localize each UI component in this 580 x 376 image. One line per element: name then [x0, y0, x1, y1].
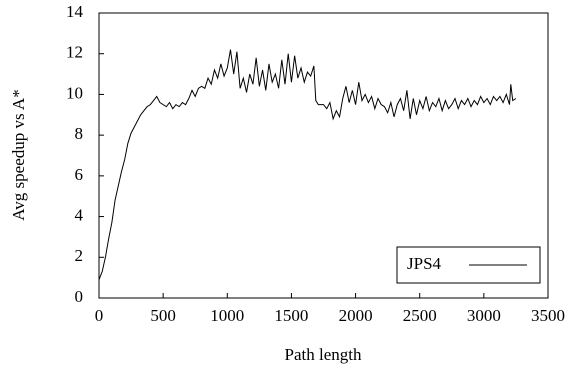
y-tick-label: 0 — [75, 287, 84, 306]
x-tick-label: 3500 — [531, 306, 565, 325]
y-tick-label: 10 — [66, 83, 83, 102]
x-tick-label: 500 — [150, 306, 176, 325]
y-tick-label: 12 — [66, 43, 83, 62]
data-line — [98, 49, 517, 280]
x-tick-label: 1000 — [210, 306, 244, 325]
x-tick-label: 3000 — [467, 306, 501, 325]
x-tick-label: 2000 — [339, 306, 373, 325]
x-tick-label: 2500 — [403, 306, 437, 325]
y-tick-label: 6 — [75, 165, 84, 184]
legend-label: JPS4 — [407, 254, 442, 273]
plot-frame — [98, 12, 549, 299]
x-axis-label: Path length — [285, 345, 362, 364]
x-tick-label: 0 — [95, 306, 104, 325]
y-tick-label: 14 — [66, 2, 84, 21]
y-tick-label: 8 — [75, 124, 84, 143]
x-tick-label: 1500 — [274, 306, 308, 325]
y-axis-label: Avg speedup vs A* — [9, 89, 28, 220]
y-tick-label: 2 — [75, 246, 84, 265]
y-tick-label: 4 — [75, 205, 84, 224]
